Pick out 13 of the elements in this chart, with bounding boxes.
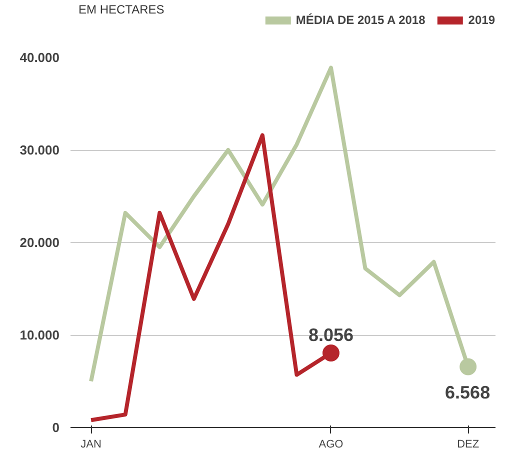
y-tick-label: 10.000	[20, 328, 60, 342]
x-tick-label: AGO	[318, 438, 344, 450]
x-tick-label: JAN	[80, 438, 102, 450]
legend-label: MÉDIA DE 2015 A 2018	[296, 13, 426, 27]
x-tick-label: DEZ	[457, 438, 480, 450]
data-label: 8.056	[308, 324, 354, 345]
legend-label: 2019	[468, 13, 495, 27]
data-label: 6.568	[445, 382, 490, 403]
y-tick-label: 40.000	[20, 50, 60, 65]
y-axis-title: EM HECTARES	[78, 2, 164, 16]
y-tick-label: 30.000	[20, 142, 60, 158]
y-tick-label: 20.000	[20, 235, 60, 250]
y-tick-label: 0	[52, 420, 60, 435]
